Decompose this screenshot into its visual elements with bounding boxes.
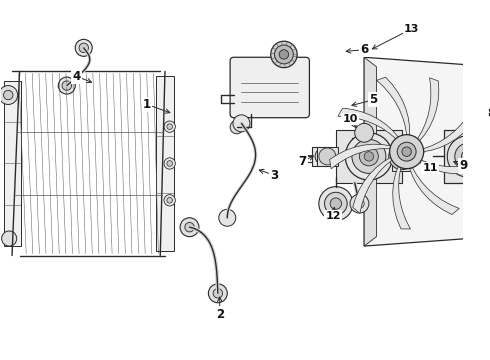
Circle shape — [75, 39, 92, 56]
Bar — [312, 147, 333, 166]
Polygon shape — [364, 57, 468, 246]
Circle shape — [3, 90, 13, 100]
Circle shape — [345, 133, 392, 180]
Circle shape — [219, 209, 236, 226]
Bar — [155, 76, 174, 251]
Text: 1: 1 — [143, 98, 151, 111]
Circle shape — [397, 142, 416, 161]
Circle shape — [233, 115, 250, 132]
Polygon shape — [377, 77, 410, 135]
Circle shape — [319, 148, 336, 165]
Polygon shape — [392, 166, 411, 229]
Polygon shape — [364, 57, 376, 246]
Circle shape — [324, 192, 347, 215]
Circle shape — [389, 143, 415, 170]
Polygon shape — [423, 110, 476, 152]
Polygon shape — [330, 144, 391, 169]
Circle shape — [164, 121, 175, 132]
Text: 8: 8 — [488, 107, 490, 120]
Circle shape — [364, 152, 373, 161]
Circle shape — [390, 135, 424, 169]
Circle shape — [462, 150, 475, 163]
Text: 11: 11 — [422, 163, 438, 173]
Bar — [444, 130, 490, 183]
Bar — [317, 147, 338, 166]
Polygon shape — [338, 108, 398, 139]
Text: 3: 3 — [270, 169, 278, 182]
Circle shape — [230, 121, 244, 134]
Text: 9: 9 — [459, 159, 467, 172]
Circle shape — [355, 199, 364, 208]
Circle shape — [352, 139, 386, 174]
Circle shape — [167, 198, 172, 203]
Text: 2: 2 — [216, 307, 224, 320]
Circle shape — [394, 149, 410, 164]
Text: 6: 6 — [360, 43, 368, 56]
Circle shape — [1, 231, 17, 246]
Circle shape — [319, 152, 328, 161]
Circle shape — [350, 194, 369, 213]
Circle shape — [355, 123, 373, 142]
Circle shape — [360, 147, 378, 166]
Polygon shape — [410, 168, 459, 215]
Circle shape — [274, 45, 294, 64]
Text: 5: 5 — [369, 93, 378, 106]
Circle shape — [270, 41, 297, 68]
Circle shape — [185, 222, 194, 232]
Circle shape — [62, 81, 72, 90]
Circle shape — [0, 86, 18, 104]
Circle shape — [213, 289, 222, 298]
Circle shape — [447, 136, 489, 177]
Circle shape — [164, 195, 175, 206]
Ellipse shape — [423, 142, 438, 167]
Circle shape — [208, 284, 227, 303]
Circle shape — [180, 218, 199, 237]
Circle shape — [402, 147, 412, 156]
Circle shape — [167, 161, 172, 166]
Text: 4: 4 — [72, 69, 80, 83]
Polygon shape — [353, 157, 392, 213]
Circle shape — [58, 77, 75, 94]
Circle shape — [330, 198, 342, 209]
Ellipse shape — [435, 138, 458, 171]
Circle shape — [319, 186, 353, 221]
Circle shape — [79, 43, 89, 53]
Text: 12: 12 — [325, 211, 341, 221]
Circle shape — [167, 124, 172, 130]
Text: 7: 7 — [299, 154, 307, 168]
Text: 10: 10 — [343, 114, 358, 123]
Polygon shape — [417, 78, 439, 141]
Bar — [336, 130, 402, 183]
FancyBboxPatch shape — [230, 57, 309, 118]
Circle shape — [315, 148, 332, 165]
Circle shape — [164, 158, 175, 169]
Ellipse shape — [439, 142, 454, 167]
Circle shape — [279, 50, 289, 59]
Bar — [4, 81, 22, 246]
Text: 13: 13 — [404, 24, 419, 34]
Circle shape — [455, 143, 481, 170]
Polygon shape — [419, 160, 484, 174]
Circle shape — [464, 121, 482, 139]
Ellipse shape — [419, 138, 441, 171]
Bar — [392, 142, 412, 171]
